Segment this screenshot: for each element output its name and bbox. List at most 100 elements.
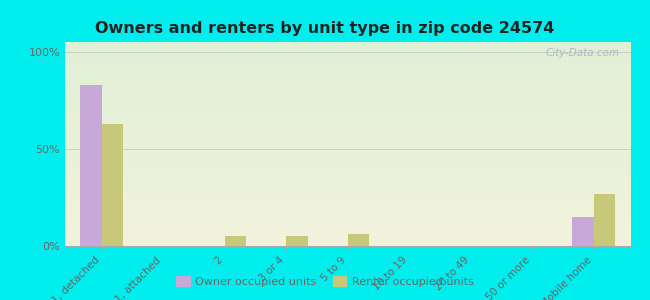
Bar — [65, 42, 630, 44]
Bar — [65, 111, 630, 113]
Bar — [65, 56, 630, 58]
Bar — [65, 116, 630, 118]
Bar — [65, 44, 630, 46]
Bar — [65, 195, 630, 197]
Bar — [65, 230, 630, 232]
Bar — [65, 244, 630, 246]
Bar — [65, 95, 630, 97]
Bar — [348, 234, 369, 246]
Bar — [65, 154, 630, 156]
Bar — [65, 136, 630, 138]
Bar — [65, 79, 630, 81]
Bar — [65, 87, 630, 89]
Bar — [65, 101, 630, 103]
Bar — [81, 85, 102, 246]
Bar — [65, 150, 630, 152]
Bar — [65, 158, 630, 160]
Bar — [65, 124, 630, 126]
Bar — [65, 126, 630, 128]
Bar — [65, 128, 630, 130]
Bar — [65, 73, 630, 75]
Text: Owners and renters by unit type in zip code 24574: Owners and renters by unit type in zip c… — [96, 21, 554, 36]
Bar — [65, 85, 630, 87]
Bar — [65, 75, 630, 77]
Bar — [65, 183, 630, 185]
Bar — [65, 130, 630, 132]
Bar — [65, 228, 630, 230]
Bar — [65, 181, 630, 183]
Bar — [65, 152, 630, 154]
Bar — [65, 187, 630, 189]
Bar — [65, 99, 630, 101]
Bar — [102, 124, 124, 246]
Bar — [65, 70, 630, 73]
Legend: Owner occupied units, Renter occupied units: Owner occupied units, Renter occupied un… — [172, 272, 478, 291]
Bar — [65, 103, 630, 105]
Bar — [65, 50, 630, 52]
Bar — [572, 217, 593, 246]
Bar — [65, 52, 630, 54]
Bar — [65, 170, 630, 172]
Bar — [65, 172, 630, 175]
Bar — [65, 209, 630, 211]
Bar — [65, 60, 630, 62]
Bar — [65, 213, 630, 215]
Bar — [286, 236, 308, 246]
Bar — [65, 185, 630, 187]
Bar — [225, 236, 246, 246]
Bar — [65, 97, 630, 99]
Bar — [65, 238, 630, 240]
Bar — [65, 119, 630, 122]
Bar — [65, 107, 630, 109]
Bar — [65, 93, 630, 95]
Bar — [65, 132, 630, 134]
Bar — [65, 205, 630, 207]
Bar — [65, 105, 630, 107]
Bar — [65, 67, 630, 68]
Bar — [65, 221, 630, 224]
Bar — [65, 62, 630, 64]
Bar — [65, 201, 630, 203]
Bar — [65, 77, 630, 79]
Bar — [65, 199, 630, 201]
Bar — [65, 193, 630, 195]
Bar — [65, 54, 630, 56]
Bar — [65, 64, 630, 67]
Text: City-Data.com: City-Data.com — [545, 48, 619, 58]
Bar — [65, 113, 630, 116]
Bar — [65, 160, 630, 162]
Bar — [65, 109, 630, 111]
Bar — [65, 48, 630, 50]
Bar — [65, 81, 630, 83]
Bar — [65, 224, 630, 226]
Bar — [65, 175, 630, 177]
Bar — [65, 162, 630, 164]
Bar — [65, 83, 630, 85]
Bar — [65, 164, 630, 166]
Bar — [65, 191, 630, 193]
Bar — [65, 177, 630, 179]
Bar — [593, 194, 615, 246]
Bar — [65, 118, 630, 119]
Bar — [65, 138, 630, 140]
Bar — [65, 240, 630, 242]
Bar — [65, 189, 630, 191]
Bar — [65, 232, 630, 234]
Bar — [65, 134, 630, 136]
Bar — [65, 242, 630, 244]
Bar — [65, 68, 630, 70]
Bar — [65, 122, 630, 124]
Bar — [65, 234, 630, 236]
Bar — [65, 203, 630, 205]
Bar — [65, 179, 630, 181]
Bar — [65, 156, 630, 158]
Bar — [65, 236, 630, 238]
Bar — [65, 211, 630, 213]
Bar — [65, 146, 630, 148]
Bar — [65, 197, 630, 199]
Bar — [65, 140, 630, 142]
Bar — [65, 142, 630, 144]
Bar — [65, 226, 630, 228]
Bar — [65, 169, 630, 170]
Bar — [65, 167, 630, 169]
